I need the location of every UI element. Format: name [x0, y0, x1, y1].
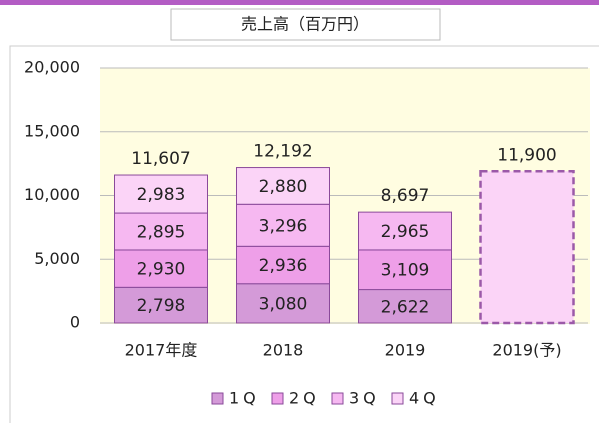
bar-segment	[358, 289, 452, 324]
segment-label: 2,936	[259, 256, 308, 276]
y-tick-label: 5,000	[34, 249, 80, 268]
frame	[9, 45, 599, 423]
bar-segment	[114, 174, 208, 214]
total-label: 12,192	[253, 142, 312, 162]
title-box	[170, 8, 441, 41]
segment-label: 3,080	[259, 294, 308, 314]
legend-label: 2Q	[289, 389, 320, 408]
x-tick-label: 2018	[263, 341, 304, 360]
bar-segment	[236, 203, 330, 247]
bar-segment	[358, 211, 452, 251]
top-band	[0, 0, 599, 5]
bar-segment	[236, 167, 330, 205]
legend-swatch	[271, 392, 284, 405]
legend-label: 4Q	[409, 389, 440, 408]
y-tick-label: 20,000	[24, 58, 80, 77]
segment-label: 2,880	[259, 177, 308, 197]
total-label: 11,900	[497, 145, 556, 165]
bar-segment	[236, 283, 330, 324]
segment-label: 2,622	[381, 297, 430, 317]
x-tick-label: 2019	[385, 341, 426, 360]
bar-segment	[114, 212, 208, 251]
forecast-bar	[479, 170, 575, 325]
segment-label: 3,109	[381, 261, 430, 281]
total-label: 11,607	[131, 149, 190, 169]
legend-swatch	[211, 392, 224, 405]
x-tick-label: 2017年度	[125, 341, 198, 360]
segment-label: 3,296	[259, 216, 308, 236]
bar-segment	[114, 286, 208, 324]
y-tick-label: 0	[70, 313, 80, 332]
legend-swatch	[391, 392, 404, 405]
segment-label: 2,798	[137, 296, 186, 316]
chart-title: 売上高（百万円）	[241, 15, 369, 34]
y-tick-label: 10,000	[24, 185, 80, 204]
legend-label: 3Q	[349, 389, 380, 408]
y-tick-label: 15,000	[24, 121, 80, 140]
x-tick-label: 2019(予)	[492, 341, 561, 360]
segment-label: 2,965	[381, 222, 430, 242]
legend-label: 1Q	[229, 389, 260, 408]
segment-label: 2,983	[137, 185, 186, 205]
total-label: 8,697	[381, 186, 430, 206]
legend-swatch	[331, 392, 344, 405]
segment-label: 2,895	[137, 223, 186, 243]
segment-label: 2,930	[137, 260, 186, 280]
